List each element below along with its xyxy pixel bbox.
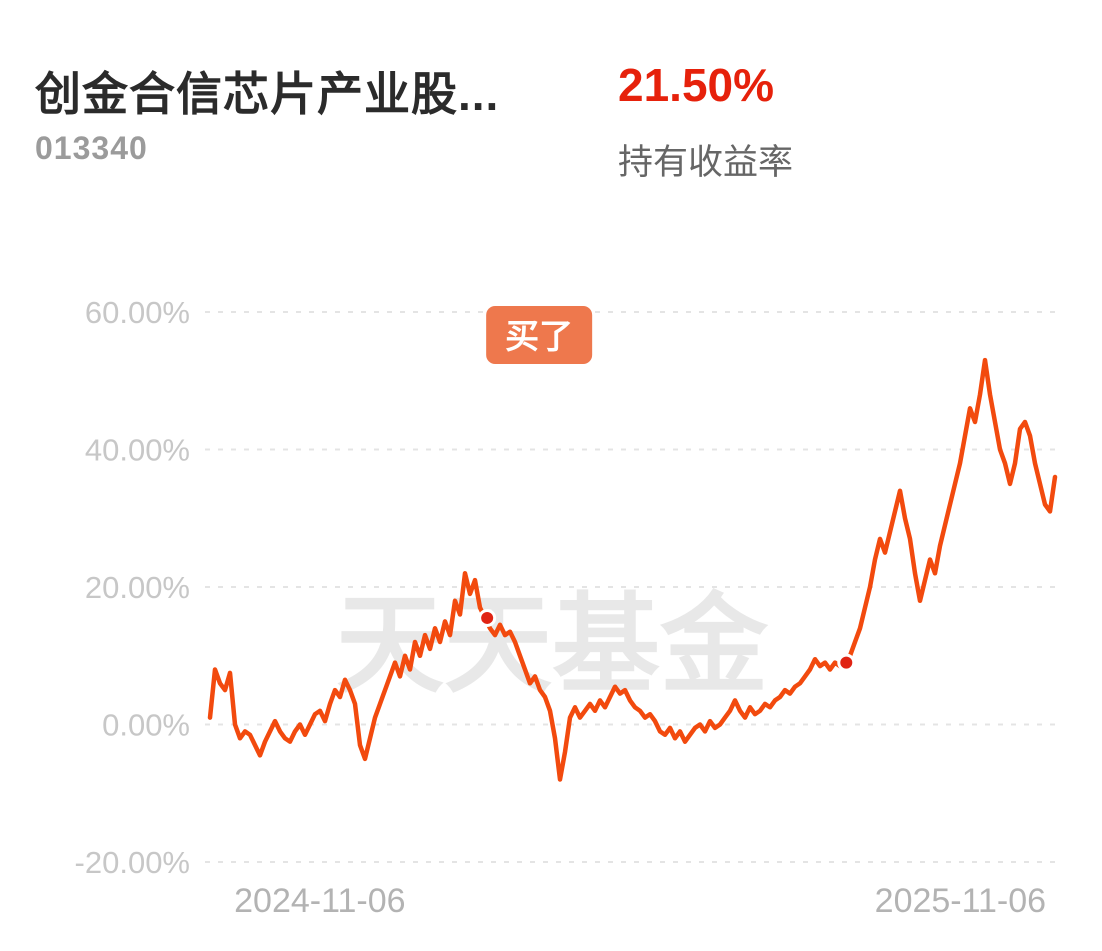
holding-return-value: 21.50%	[618, 59, 775, 111]
watermark: 天天基金	[336, 584, 769, 705]
y-axis-tick-label: 0.00%	[102, 708, 190, 743]
y-axis-tick-label: -20.00%	[75, 845, 190, 880]
y-axis-tick-label: 60.00%	[85, 295, 190, 330]
y-axis-tick-label: 20.00%	[85, 570, 190, 605]
buy-marker	[837, 653, 856, 672]
x-axis-tick-label: 2024-11-06	[234, 882, 405, 920]
buy-tooltip-bubble[interactable]	[486, 306, 593, 364]
x-axis-tick-label: 2025-11-06	[875, 882, 1046, 920]
fund-code: 013340	[35, 130, 148, 166]
y-axis-tick-label: 40.00%	[85, 433, 190, 468]
performance-line	[207, 357, 1058, 782]
buy-tooltip[interactable]: 买了	[486, 306, 593, 364]
buy-tooltip-label: 买了	[505, 318, 573, 356]
buy-marker	[478, 608, 497, 627]
fund-name: 创金合信芯片产业股...	[35, 68, 500, 120]
holding-return-label: 持有收益率	[618, 143, 794, 182]
